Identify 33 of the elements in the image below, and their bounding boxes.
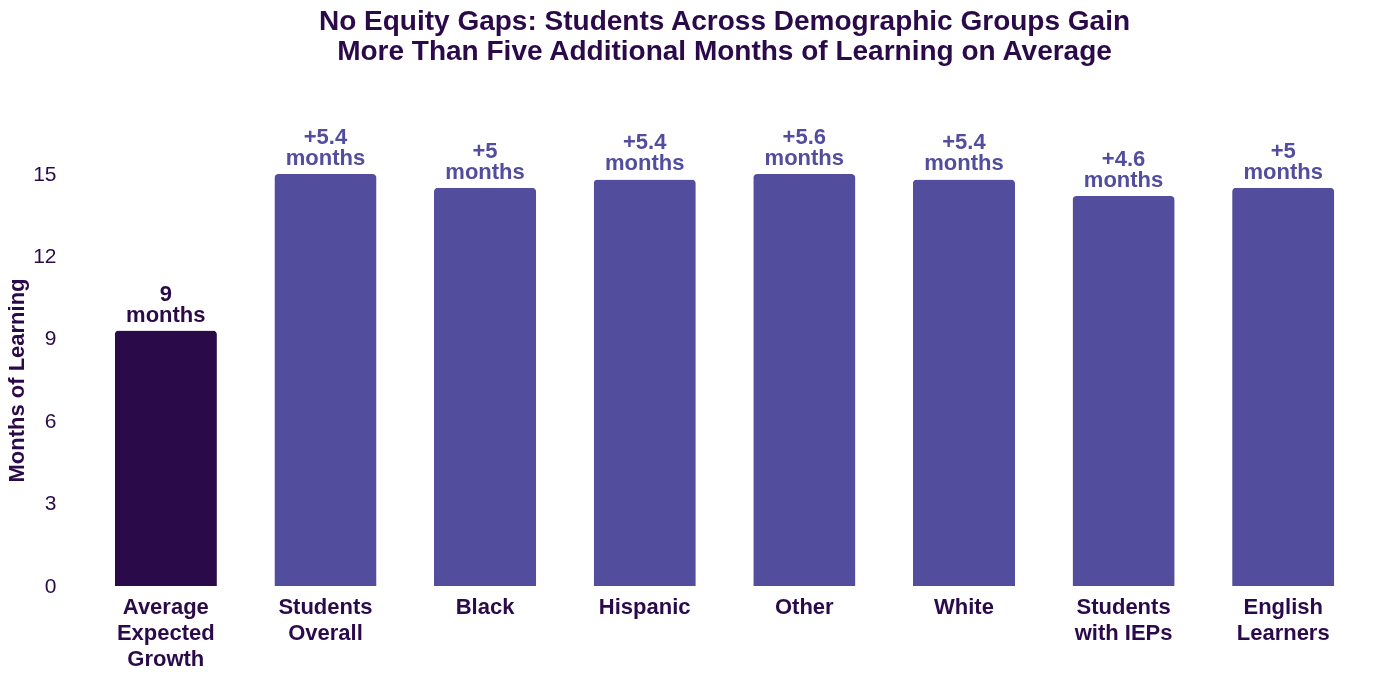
bar bbox=[114, 330, 217, 586]
annotation: +5 months bbox=[1243, 137, 1323, 184]
bar bbox=[1072, 195, 1175, 586]
bar bbox=[433, 187, 537, 586]
bar bbox=[274, 174, 377, 586]
text: No Equity Gaps: Students Across Demographic Groups Gain bbox=[318, 5, 1131, 36]
y-tick-label: 9 bbox=[44, 326, 57, 350]
annotation: +5.6 months bbox=[764, 124, 845, 170]
x-tick-label: Hispanic bbox=[598, 593, 691, 619]
y-tick-label: 0 bbox=[44, 573, 57, 597]
bar bbox=[1232, 187, 1335, 586]
y-axis-title: Months of Learning bbox=[4, 278, 30, 483]
x-tick-label: Other bbox=[774, 593, 835, 619]
annotation: +5.4 months bbox=[924, 129, 1004, 176]
bar bbox=[593, 179, 696, 586]
y-tick-label: 3 bbox=[44, 491, 57, 515]
bar bbox=[753, 174, 856, 586]
annotation: +5.4 months bbox=[285, 124, 366, 170]
x-tick-label: Students Overall bbox=[278, 593, 373, 645]
text: More Than Five Additional Months of Learning on Average bbox=[337, 35, 1112, 66]
annotation: +5.4 months bbox=[604, 129, 685, 176]
x-tick-label: Students with IEPs bbox=[1073, 593, 1173, 645]
y-tick-label: 15 bbox=[33, 161, 57, 185]
annotation: +4.6 months bbox=[1083, 145, 1164, 192]
x-tick-label: English Learners bbox=[1236, 593, 1330, 645]
annotation: 9 months bbox=[126, 280, 206, 327]
annotation: +5 months bbox=[445, 137, 525, 184]
y-tick-label: 6 bbox=[44, 408, 57, 432]
x-tick-label: White bbox=[933, 593, 994, 619]
x-tick-label: Black bbox=[455, 593, 516, 619]
x-tick-label: Average Expected Growth bbox=[116, 593, 215, 671]
y-tick-label: 12 bbox=[33, 243, 57, 267]
bar bbox=[912, 179, 1016, 586]
